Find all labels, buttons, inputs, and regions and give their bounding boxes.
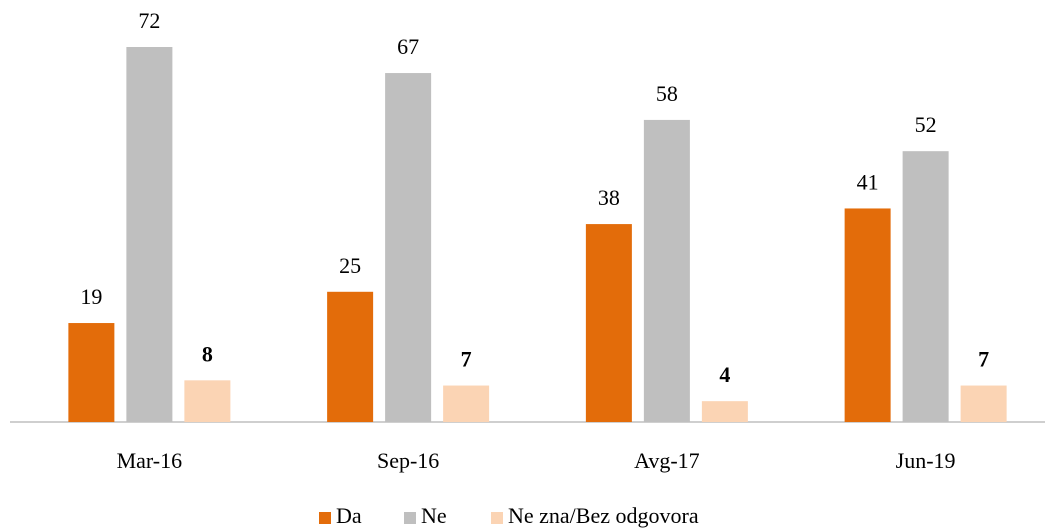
- bar: [184, 380, 231, 422]
- data-label: 72: [138, 8, 160, 33]
- data-label: 25: [339, 253, 361, 278]
- bar: [68, 323, 115, 422]
- legend-swatch: [404, 512, 416, 524]
- data-label: 19: [80, 284, 102, 309]
- bar: [443, 385, 490, 422]
- bar: [960, 385, 1007, 422]
- bar: [327, 291, 374, 422]
- x-tick-label: Jun-19: [896, 448, 956, 473]
- bar: [643, 119, 690, 423]
- data-label: 52: [915, 112, 937, 137]
- bar: [844, 208, 891, 422]
- x-tick-label: Avg-17: [634, 448, 700, 473]
- data-label: 8: [202, 341, 213, 366]
- data-label: 7: [978, 347, 989, 372]
- legend-label: Ne: [421, 503, 447, 528]
- x-tick-label: Mar-16: [117, 448, 183, 473]
- legend-label: Da: [336, 503, 362, 528]
- bar: [701, 401, 748, 422]
- data-label: 7: [461, 347, 472, 372]
- data-label: 38: [598, 185, 620, 210]
- bar: [902, 151, 949, 422]
- data-label: 41: [857, 170, 879, 195]
- bar: [126, 47, 173, 422]
- data-label: 58: [656, 81, 678, 106]
- legend-swatch: [319, 512, 331, 524]
- legend-label: Ne zna/Bez odgovora: [508, 503, 699, 528]
- x-tick-label: Sep-16: [377, 448, 439, 473]
- data-label: 67: [397, 34, 419, 59]
- data-label: 4: [719, 362, 730, 387]
- legend-swatch: [491, 512, 503, 524]
- bar: [585, 224, 632, 422]
- bar: [385, 73, 432, 423]
